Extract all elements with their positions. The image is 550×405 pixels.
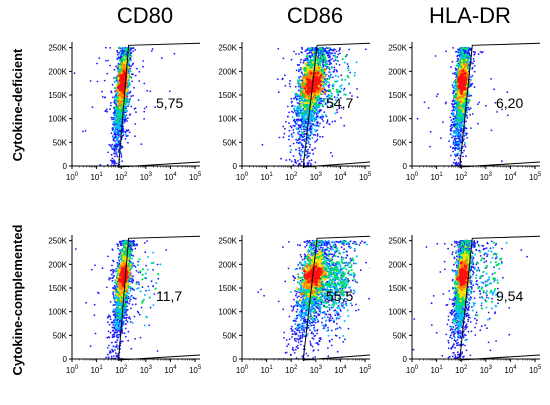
- x-tick-label: 105: [189, 365, 202, 375]
- y-tick-label: 0: [233, 162, 238, 171]
- y-tick-label: 200K: [218, 260, 237, 269]
- x-tick-label: 100: [236, 172, 249, 182]
- row-label-cytokine-complemented: Cytokine-complemented: [10, 224, 25, 375]
- y-tick-label: 150K: [218, 91, 237, 100]
- gate-percentage: 6,20: [496, 95, 523, 111]
- y-tick-label: 200K: [388, 67, 407, 76]
- panel-grid: 0 50K 100K 150K 200K 250K 100 101 102 103 104 105 5,…: [48, 42, 542, 375]
- x-tick-label: 101: [430, 172, 443, 182]
- x-tick-label: 101: [90, 172, 103, 182]
- x-tick-label: 103: [480, 172, 493, 182]
- y-tick-label: 0: [63, 162, 68, 171]
- y-tick-label: 100K: [48, 308, 67, 317]
- y-tick-label: 50K: [223, 138, 238, 147]
- x-tick-label: 100: [236, 365, 249, 375]
- gate-percentage: 9,54: [496, 288, 523, 304]
- x-tick-label: 104: [164, 365, 177, 375]
- x-tick-label: 103: [480, 365, 493, 375]
- x-tick-label: 101: [430, 365, 443, 375]
- y-tick-label: 150K: [218, 284, 237, 293]
- x-tick-label: 101: [260, 172, 273, 182]
- scatter-panel-cd80-complemented: 0 50K 100K 150K 200K 250K 100 101 102 103 104 105 11…: [48, 235, 202, 375]
- x-tick-label: 100: [66, 365, 79, 375]
- event-cloud: [416, 46, 509, 166]
- x-tick-label: 103: [140, 365, 153, 375]
- y-tick-label: 100K: [218, 308, 237, 317]
- gate-percentage: 55,5: [326, 288, 353, 304]
- x-tick-label: 104: [504, 365, 517, 375]
- column-title-cd86: CD86: [287, 3, 343, 28]
- row-label-cytokine-deficient: Cytokine-deficient: [10, 48, 25, 161]
- y-tick-label: 150K: [388, 91, 407, 100]
- y-tick-label: 250K: [48, 44, 67, 53]
- y-tick-label: 100K: [48, 115, 67, 124]
- y-tick-label: 200K: [388, 260, 407, 269]
- gate-percentage: 11,7: [156, 288, 182, 304]
- y-tick-label: 250K: [388, 237, 407, 246]
- x-tick-label: 105: [359, 172, 372, 182]
- scatter-panel-cd80-deficient: 0 50K 100K 150K 200K 250K 100 101 102 103 104 105 5,…: [48, 42, 202, 182]
- y-tick-label: 250K: [218, 237, 237, 246]
- x-tick-label: 105: [529, 172, 542, 182]
- x-tick-label: 102: [115, 365, 128, 375]
- scatter-panel-hla-dr-deficient: 0 50K 100K 150K 200K 250K 100 101 102 103 104 105 6,…: [388, 42, 542, 182]
- y-tick-label: 0: [233, 355, 238, 364]
- y-tick-label: 250K: [48, 237, 67, 246]
- column-title-cd80: CD80: [117, 3, 173, 28]
- x-tick-label: 104: [334, 172, 347, 182]
- y-tick-label: 200K: [48, 260, 67, 269]
- y-tick-label: 50K: [393, 138, 408, 147]
- y-tick-label: 150K: [388, 284, 407, 293]
- y-tick-label: 150K: [48, 284, 67, 293]
- x-tick-label: 103: [140, 172, 153, 182]
- event-cloud: [74, 239, 168, 359]
- y-tick-label: 50K: [53, 331, 68, 340]
- x-tick-label: 102: [455, 365, 468, 375]
- y-tick-label: 150K: [48, 91, 67, 100]
- y-tick-label: 0: [63, 355, 68, 364]
- x-tick-label: 102: [285, 365, 298, 375]
- x-tick-label: 100: [66, 172, 79, 182]
- scatter-panel-cd86-complemented: 0 50K 100K 150K 200K 250K 100 101 102 103 104 105 55…: [218, 235, 372, 375]
- scatter-panel-cd86-deficient: 0 50K 100K 150K 200K 250K 100 101 102 103 104 105 54…: [218, 42, 372, 182]
- x-tick-label: 103: [310, 172, 323, 182]
- column-title-hla-dr: HLA-DR: [429, 3, 511, 28]
- x-tick-label: 102: [115, 172, 128, 182]
- x-tick-label: 103: [310, 365, 323, 375]
- y-tick-label: 50K: [393, 331, 408, 340]
- x-tick-label: 100: [406, 172, 419, 182]
- y-tick-label: 50K: [223, 331, 238, 340]
- x-tick-label: 105: [359, 365, 372, 375]
- x-tick-label: 104: [334, 365, 347, 375]
- x-tick-label: 104: [164, 172, 177, 182]
- x-tick-label: 100: [406, 365, 419, 375]
- x-tick-label: 105: [189, 172, 202, 182]
- scatter-panel-hla-dr-complemented: 0 50K 100K 150K 200K 250K 100 101 102 103 104 105 9,…: [388, 235, 542, 375]
- x-tick-label: 102: [455, 172, 468, 182]
- y-tick-label: 100K: [218, 115, 237, 124]
- y-tick-label: 100K: [388, 308, 407, 317]
- y-tick-label: 0: [403, 355, 408, 364]
- x-tick-label: 102: [285, 172, 298, 182]
- y-tick-label: 100K: [388, 115, 407, 124]
- gate-percentage: 5,75: [156, 95, 183, 111]
- y-tick-label: 50K: [53, 138, 68, 147]
- x-tick-label: 104: [504, 172, 517, 182]
- y-tick-label: 0: [403, 162, 408, 171]
- y-tick-label: 250K: [218, 44, 237, 53]
- gate-percentage: 54,7: [326, 95, 353, 111]
- x-tick-label: 101: [260, 365, 273, 375]
- y-tick-label: 250K: [388, 44, 407, 53]
- x-tick-label: 105: [529, 365, 542, 375]
- y-tick-label: 200K: [218, 67, 237, 76]
- x-tick-label: 101: [90, 365, 103, 375]
- y-tick-label: 200K: [48, 67, 67, 76]
